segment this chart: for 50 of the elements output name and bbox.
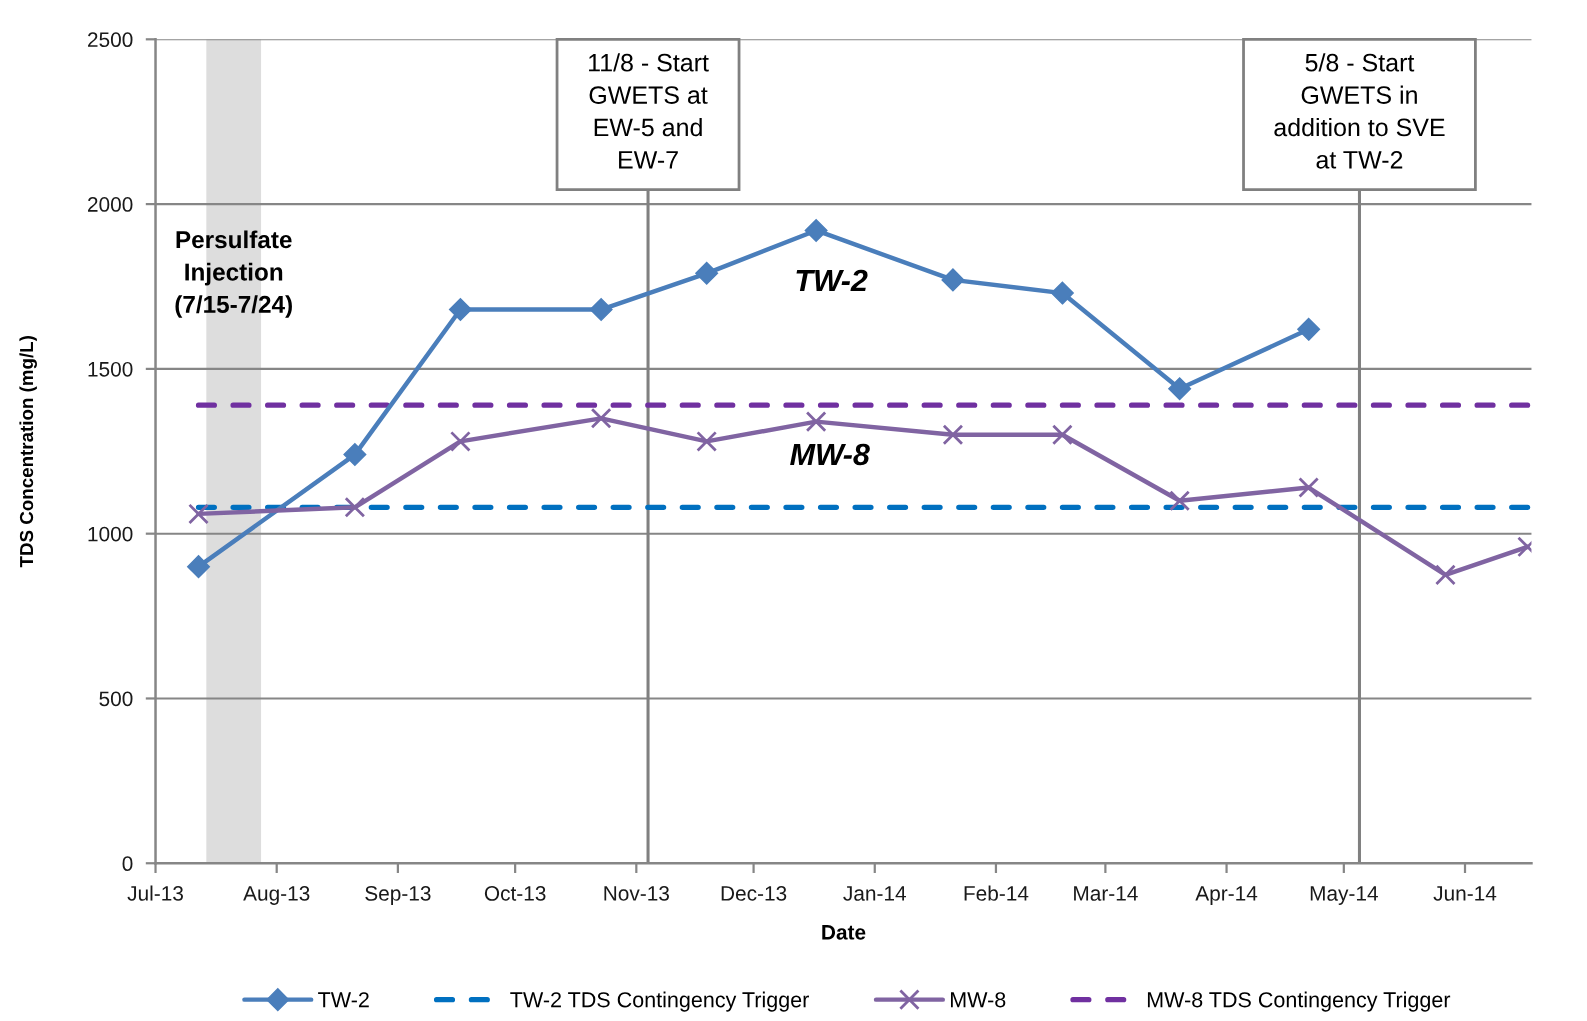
point bbox=[941, 268, 965, 292]
x-tick-label: Jul-13 bbox=[127, 885, 183, 901]
point bbox=[448, 298, 472, 322]
x-axis-title: Date bbox=[822, 925, 866, 940]
point bbox=[343, 443, 367, 467]
point bbox=[804, 218, 828, 242]
point bbox=[1435, 564, 1456, 586]
annotation: TW-2 bbox=[796, 269, 868, 292]
point bbox=[450, 430, 471, 452]
ref-line-label: 5/8 - Start GWETS in addition to SVE at TW-2 bbox=[1274, 53, 1445, 169]
y-tick-label: 0 bbox=[122, 856, 133, 872]
y-tick-label: 2500 bbox=[88, 32, 133, 48]
point bbox=[589, 298, 613, 322]
y-tick-label: 1500 bbox=[88, 361, 133, 377]
x-tick-label: Oct-13 bbox=[484, 886, 546, 901]
annotation: MW-8 bbox=[790, 443, 870, 466]
legend-label: TW-2 bbox=[318, 992, 369, 1008]
x-tick-label: Jun-14 bbox=[1433, 886, 1497, 901]
legend-label: MW-8 bbox=[951, 992, 1006, 1008]
legend-label: MW-8 TDS Contingency Trigger bbox=[1147, 991, 1451, 1012]
point bbox=[188, 503, 209, 525]
x-tick-label: Apr-14 bbox=[1195, 886, 1258, 905]
y-tick-label: 500 bbox=[99, 691, 133, 707]
x-tick-label: May-14 bbox=[1310, 886, 1378, 905]
point bbox=[696, 430, 718, 452]
point bbox=[1169, 490, 1191, 512]
x-tick-label: Feb-14 bbox=[964, 885, 1029, 901]
x-tick-label: Sep-13 bbox=[365, 886, 431, 905]
y-tick-label: 2000 bbox=[88, 197, 133, 212]
point bbox=[695, 261, 719, 285]
y-tick-label: 1000 bbox=[88, 526, 133, 542]
point bbox=[1168, 377, 1192, 401]
point bbox=[590, 407, 612, 429]
point bbox=[805, 411, 827, 433]
y-axis-title: TDS Concentration (mg/L) bbox=[19, 336, 37, 568]
point bbox=[344, 496, 366, 518]
band-label: Persulfate Injection (7/15-7/24) bbox=[175, 230, 292, 318]
x-tick-label: Dec-13 bbox=[721, 886, 787, 901]
point bbox=[1050, 281, 1074, 305]
point bbox=[1298, 477, 1320, 498]
point bbox=[187, 555, 211, 579]
ref-line-label: 11/8 - Start GWETS at EW-5 and EW-7 bbox=[589, 53, 709, 169]
point bbox=[1051, 424, 1073, 446]
x-tick-label: Mar-14 bbox=[1074, 886, 1138, 901]
point bbox=[1297, 317, 1321, 341]
legend-label: TW-2 TDS Contingency Trigger bbox=[510, 991, 809, 1012]
point bbox=[942, 424, 964, 446]
x-tick-label: Nov-13 bbox=[604, 886, 669, 901]
x-tick-label: Jan-14 bbox=[843, 886, 906, 901]
x-tick-label: Aug-13 bbox=[243, 886, 310, 905]
